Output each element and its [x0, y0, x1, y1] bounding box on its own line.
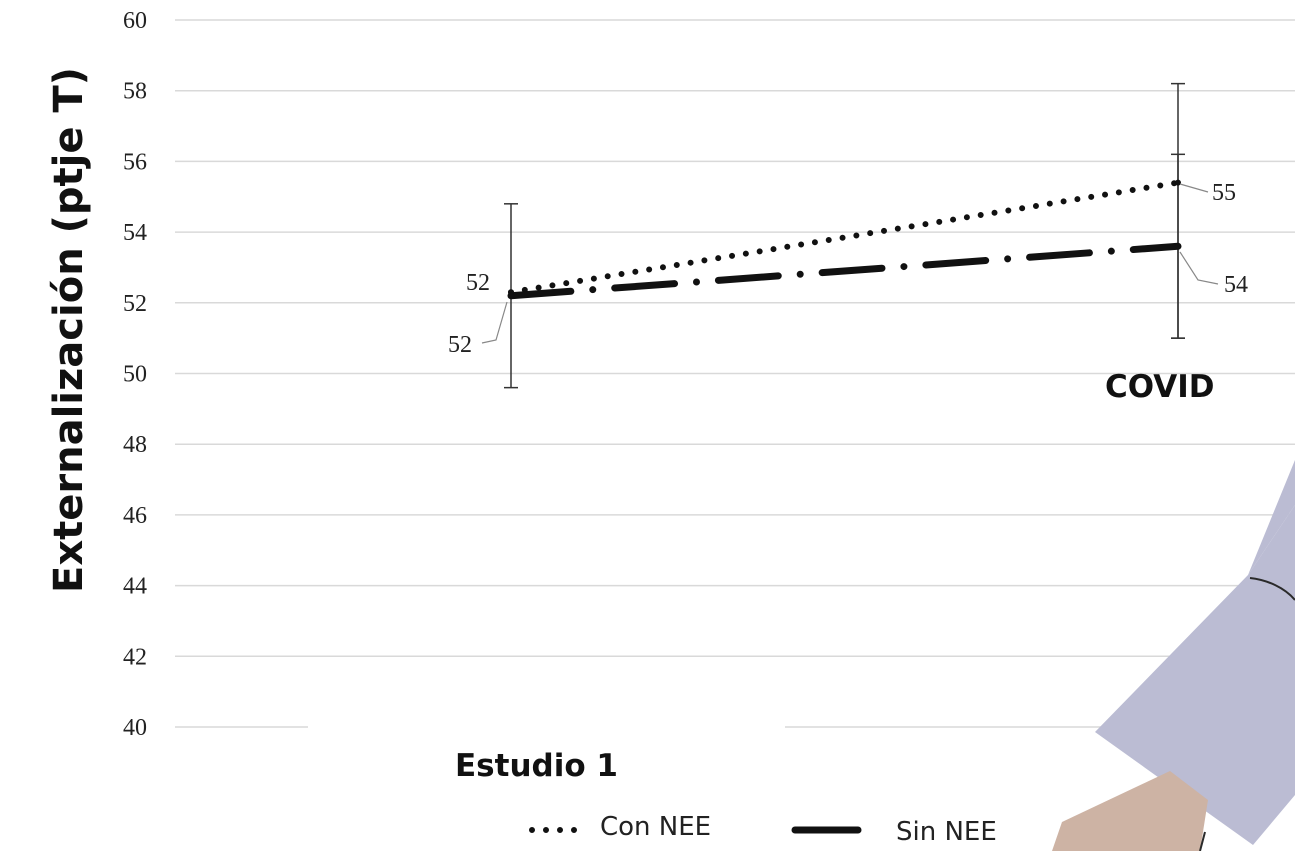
arm-sleeve	[1095, 505, 1295, 845]
legend-label: Con NEE	[600, 812, 711, 842]
data-labels: 52 52 55 54	[448, 180, 1248, 358]
gridlines	[175, 19, 1295, 728]
legend-item-con-nee: Con NEE	[529, 812, 711, 842]
y-tick-label: 48	[123, 432, 147, 458]
y-tick-labels: 40 42 44 46 48 50 52 54 56 58 60	[123, 8, 147, 741]
y-tick-label: 50	[123, 362, 147, 388]
data-label: 52	[448, 332, 472, 358]
series-line-dash-dot	[507, 242, 1182, 300]
sleeve-seam	[1249, 577, 1295, 601]
data-point	[508, 292, 514, 299]
y-tick-label: 54	[123, 220, 147, 246]
x-category-label: COVID	[1105, 369, 1215, 405]
y-tick-label: 40	[123, 715, 147, 741]
y-tick-label: 44	[123, 574, 147, 600]
arm-sleeve-upper	[1248, 460, 1295, 575]
arm-illustration	[1052, 460, 1295, 851]
data-point	[1175, 179, 1181, 186]
y-tick-label: 46	[123, 503, 147, 529]
y-tick-label: 58	[123, 79, 147, 105]
data-label: 52	[466, 270, 490, 296]
series-line-dotted	[508, 179, 1181, 296]
legend-label: Sin NEE	[896, 817, 997, 847]
y-tick-label: 42	[123, 644, 147, 670]
data-point	[1175, 243, 1181, 250]
x-category-label: Estudio 1	[455, 748, 618, 784]
data-label: 55	[1212, 180, 1236, 206]
legend: Con NEE Sin NEE	[529, 812, 997, 847]
y-tick-label: 60	[123, 8, 147, 34]
data-label: 54	[1224, 272, 1248, 298]
y-tick-label: 56	[123, 149, 147, 175]
legend-item-sin-nee: Sin NEE	[791, 817, 997, 847]
hand	[1052, 771, 1208, 851]
label-leader-line	[481, 301, 508, 344]
finger-outline	[1199, 831, 1206, 851]
y-tick-label: 52	[123, 291, 147, 317]
label-leader-line	[1179, 251, 1219, 285]
y-axis-label: Externalización (ptje T)	[46, 67, 92, 593]
label-leader-line	[1179, 183, 1209, 193]
series-lines	[507, 179, 1182, 300]
